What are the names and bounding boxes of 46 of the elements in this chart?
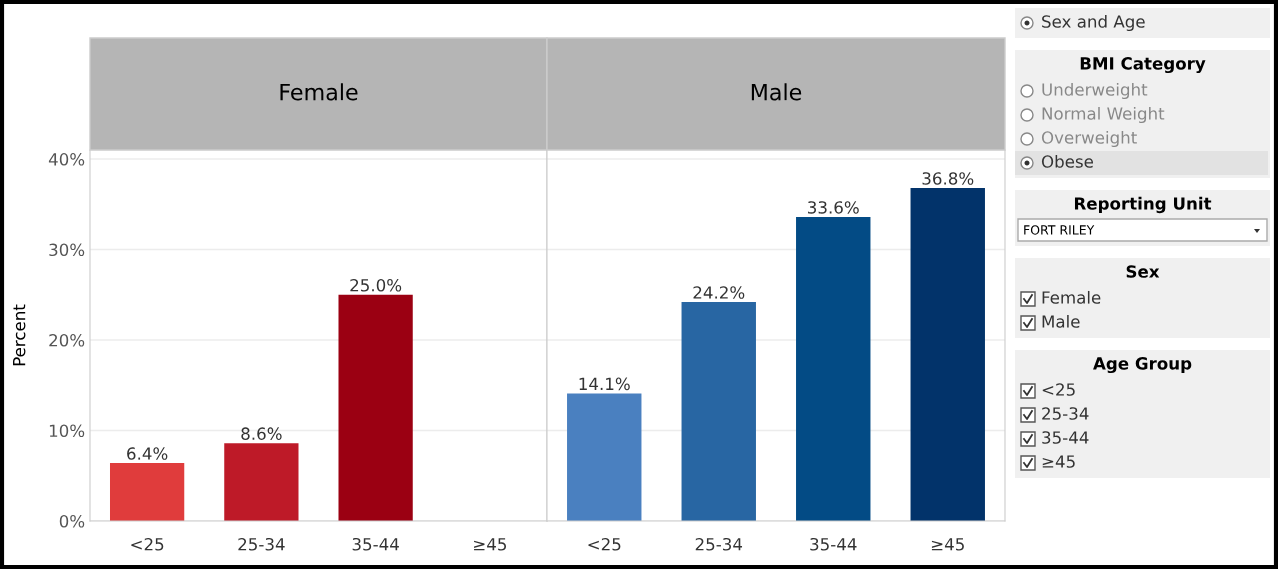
bar [338, 294, 413, 521]
x-tick-label: <25 [588, 537, 621, 551]
bar [109, 463, 185, 521]
data-label: 14.1% [579, 377, 630, 391]
y-tick-label: 40% [48, 153, 85, 166]
x-tick-label: 25-34 [238, 537, 285, 551]
text: Sex [1126, 265, 1160, 278]
y-tick-label: 10% [49, 424, 85, 438]
text: Sex and Age [1042, 14, 1145, 32]
bar [681, 302, 756, 521]
x-tick-label: 35-44 [810, 537, 857, 551]
text: Underweight [1042, 82, 1148, 100]
y-axis-title: Percent [13, 304, 26, 366]
bar [796, 216, 871, 521]
y-tick-label: 30% [49, 243, 85, 257]
data-label: 36.8% [922, 172, 974, 185]
text: Reporting Unit [1074, 196, 1212, 214]
bar [567, 393, 642, 521]
x-tick-label: 35-44 [352, 537, 399, 551]
text: <25 [1042, 383, 1075, 396]
text: BMI Category [1080, 57, 1206, 74]
text: ≥45 [1042, 455, 1075, 468]
x-tick-label: 25-34 [695, 537, 743, 551]
bar [910, 188, 985, 521]
text: Female [1042, 290, 1101, 304]
chart-title: Male [751, 83, 802, 101]
data-label: 24.2% [693, 286, 745, 299]
data-label: 33.6% [808, 201, 859, 214]
text: 35-44 [1042, 431, 1089, 444]
text: FORT RILEY [1024, 225, 1095, 235]
text: Male [1042, 314, 1080, 328]
data-label: 6.4% [127, 447, 168, 460]
x-tick-label: <25 [131, 537, 164, 551]
x-tick-label: ≥45 [931, 538, 964, 551]
y-tick-label: 0% [59, 514, 85, 528]
bar [224, 443, 299, 521]
data-label: 25.0% [350, 278, 402, 292]
text: Normal Weight [1042, 106, 1165, 124]
text: 25-34 [1042, 407, 1089, 420]
chart-title: Female [280, 83, 358, 101]
data-label: 8.6% [241, 427, 282, 440]
x-tick-label: ≥45 [474, 538, 506, 551]
text: Age Group [1093, 357, 1192, 374]
text: Obese [1041, 154, 1093, 168]
y-tick-label: 20% [49, 333, 85, 347]
text: Overweight [1041, 130, 1137, 148]
